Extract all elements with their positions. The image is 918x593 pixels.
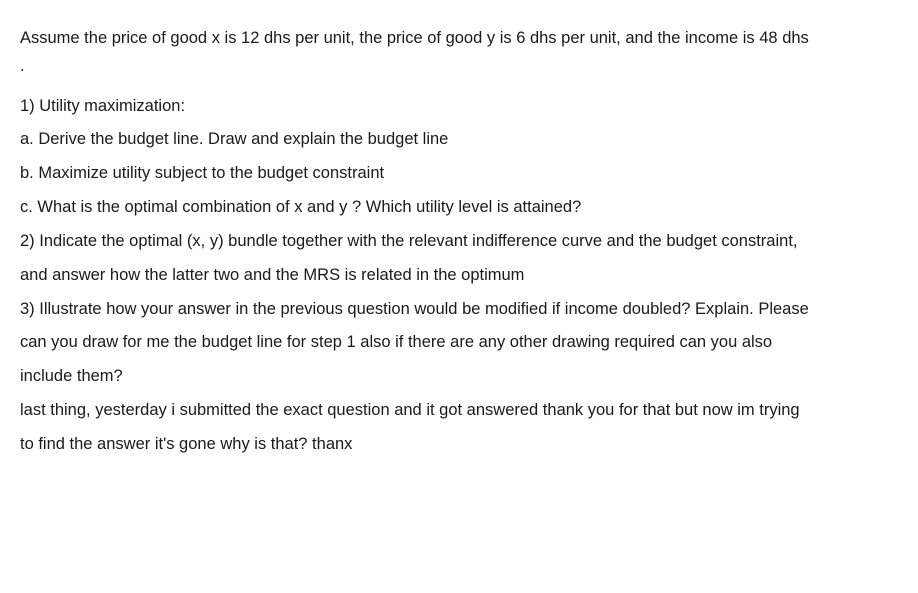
q1b-text: b. Maximize utility subject to the budge…: [20, 157, 898, 191]
q3-line3: include them?: [20, 360, 898, 394]
q1a-text: a. Derive the budget line. Draw and expl…: [20, 123, 898, 157]
q1c-text: c. What is the optimal combination of x …: [20, 191, 898, 225]
q3-line1: 3) Illustrate how your answer in the pre…: [20, 293, 898, 327]
q2-line2: and answer how the latter two and the MR…: [20, 259, 898, 293]
q2-line1: 2) Indicate the optimal (x, y) bundle to…: [20, 225, 898, 259]
q1-heading: 1) Utility maximization:: [20, 90, 898, 124]
q3-line2: can you draw for me the budget line for …: [20, 326, 898, 360]
last-line1: last thing, yesterday i submitted the ex…: [20, 394, 898, 428]
intro-text: Assume the price of good x is 12 dhs per…: [20, 22, 898, 56]
last-line2: to find the answer it's gone why is that…: [20, 428, 898, 462]
